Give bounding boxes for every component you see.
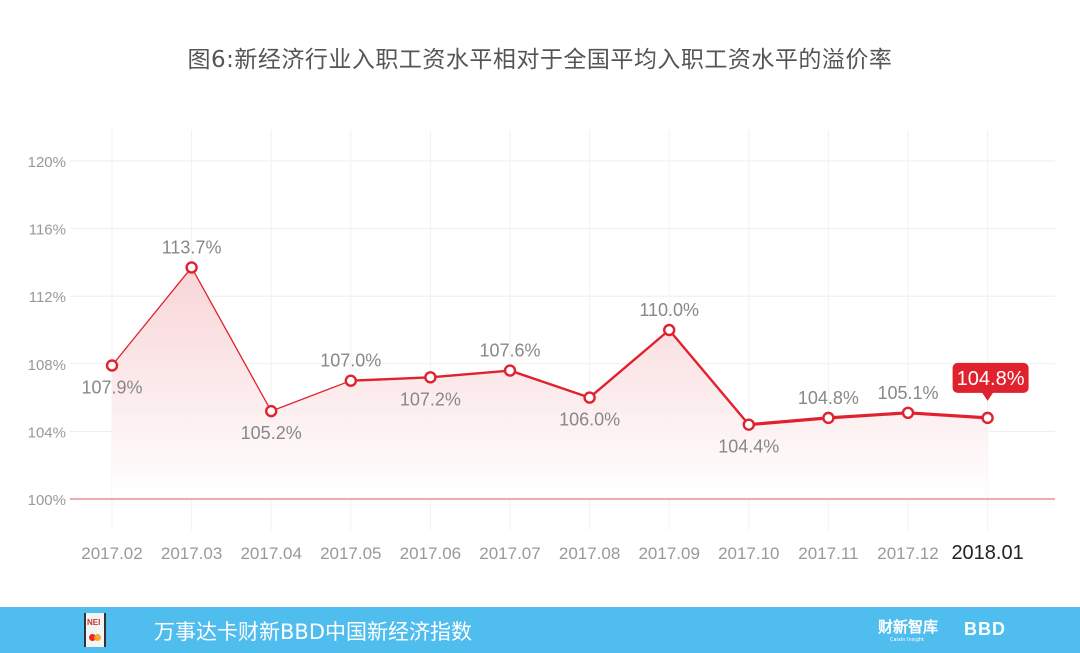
data-label: 106.0%	[559, 410, 620, 430]
footer-bar: NEI 万事达卡财新BBD中国新经济指数 财新智库 Caixin Insight…	[0, 607, 1080, 653]
data-label: 107.9%	[81, 377, 142, 397]
data-labels: 107.9% 113.7% 105.2% 107.0% 107.2% 107.6% 106.…	[81, 237, 1029, 457]
x-tick-label: 2017.10	[718, 544, 779, 563]
highlight-label-text: 104.8%	[957, 368, 1025, 390]
line-segment	[588, 328, 671, 399]
x-tick-label: 2017.03	[161, 544, 222, 563]
x-tick-label: 2017.08	[559, 544, 620, 563]
line-segment	[826, 411, 910, 420]
data-point[interactable]	[822, 411, 835, 425]
x-axis: 2017.02 2017.03 2017.04 2017.05 2017.06 2017.…	[81, 542, 1023, 564]
bbd-logo: BBD	[964, 619, 1006, 639]
y-tick-label: 100%	[28, 492, 66, 509]
y-tick-label: 108%	[28, 357, 66, 374]
x-tick-label: 2017.02	[81, 544, 142, 563]
data-label: 105.2%	[241, 423, 302, 443]
x-tick-label: 2017.07	[479, 544, 540, 563]
data-point[interactable]	[503, 364, 517, 377]
data-point[interactable]	[901, 406, 915, 420]
data-point[interactable]	[105, 359, 119, 372]
x-tick-label: 2017.12	[877, 544, 938, 563]
data-label: 107.0%	[320, 351, 381, 371]
line-segment	[190, 266, 272, 412]
data-point[interactable]	[265, 404, 278, 418]
line-segment	[270, 380, 352, 412]
mastercard-icon	[89, 634, 96, 641]
data-point[interactable]	[742, 418, 755, 431]
data-label: 105.1%	[877, 383, 938, 403]
line-chart: 100% 104% 108% 112% 116% 120% 107.9% 113.7% 105…	[28, 130, 1055, 564]
data-points	[105, 261, 994, 431]
caixin-insight-subtitle: Caixin Insight	[890, 637, 924, 643]
chart-title: 图6:新经济行业入职工资水平相对于全国平均入职工资水平的溢价率	[187, 47, 893, 73]
line-segment	[429, 369, 512, 379]
line-segment	[111, 266, 193, 367]
line-segment	[349, 376, 432, 382]
x-tick-label: 2017.04	[240, 544, 301, 563]
caixin-insight-logo: 财新智库	[878, 618, 939, 636]
data-point[interactable]	[981, 411, 994, 425]
x-tick-label: 2017.11	[798, 544, 858, 563]
footer-title: 万事达卡财新BBD中国新经济指数	[154, 620, 472, 644]
data-label: 104.8%	[798, 388, 859, 408]
y-tick-label: 116%	[29, 222, 66, 239]
x-tick-label: 2017.06	[400, 544, 461, 563]
y-axis: 100% 104% 108% 112% 116% 120%	[28, 154, 66, 509]
nei-logo-icon: NEI	[84, 613, 106, 647]
area-fill	[112, 267, 988, 499]
data-point[interactable]	[424, 371, 437, 384]
data-point[interactable]	[663, 323, 676, 337]
data-label: 104.4%	[718, 437, 779, 457]
y-tick-label: 104%	[28, 424, 66, 441]
x-tick-label: 2018.01	[951, 542, 1023, 564]
data-label: 113.7%	[162, 237, 222, 257]
y-tick-label: 120%	[28, 154, 66, 171]
highlight-label-badge	[952, 362, 1029, 393]
line-segment	[747, 416, 831, 427]
line-segment	[906, 411, 990, 420]
data-label: 110.0%	[639, 300, 699, 320]
line-segment	[508, 369, 591, 399]
data-point[interactable]	[185, 261, 198, 274]
x-tick-label: 2017.09	[638, 544, 699, 563]
data-label: 107.6%	[479, 341, 540, 361]
data-point[interactable]	[344, 374, 357, 387]
data-line	[111, 266, 990, 427]
x-tick-label: 2017.05	[320, 544, 381, 563]
data-label: 107.2%	[400, 389, 461, 409]
line-segment	[668, 328, 750, 426]
data-point[interactable]	[583, 391, 596, 404]
y-tick-label: 112%	[29, 289, 66, 306]
